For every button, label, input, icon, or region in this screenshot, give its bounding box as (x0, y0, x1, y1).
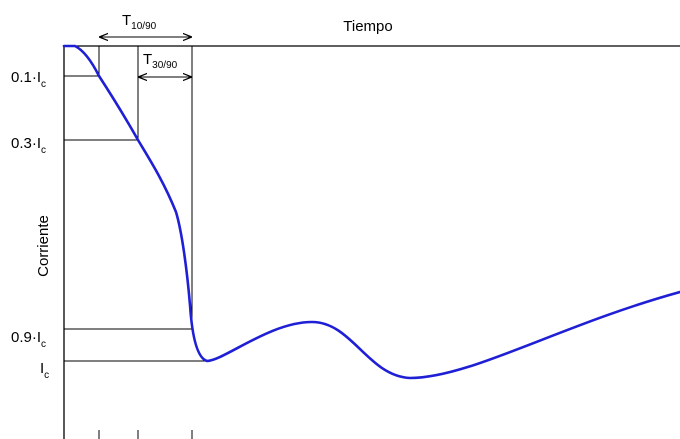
label-t3090: T30/90 (143, 51, 178, 71)
label-t1090: T10/90 (122, 12, 157, 32)
level-label-0-9: 0.9·Ic (11, 329, 46, 350)
level-label-ic: Ic (40, 360, 49, 381)
level-label-0-1: 0.1·Ic (11, 69, 46, 90)
x-axis-title: Tiempo (343, 18, 392, 35)
level-label-0-3: 0.3·Ic (11, 135, 46, 156)
y-axis-title: Corriente (35, 215, 52, 277)
current-curve (62, 44, 680, 380)
